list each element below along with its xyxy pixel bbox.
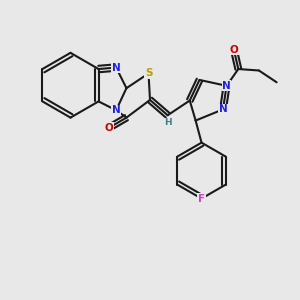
Text: N: N	[219, 104, 227, 114]
Text: N: N	[222, 81, 231, 91]
Text: F: F	[198, 194, 205, 204]
Text: N: N	[112, 105, 121, 115]
Text: H: H	[164, 118, 172, 127]
Text: O: O	[230, 45, 238, 55]
Text: O: O	[104, 123, 113, 133]
Text: N: N	[112, 63, 121, 73]
Text: S: S	[145, 68, 152, 78]
